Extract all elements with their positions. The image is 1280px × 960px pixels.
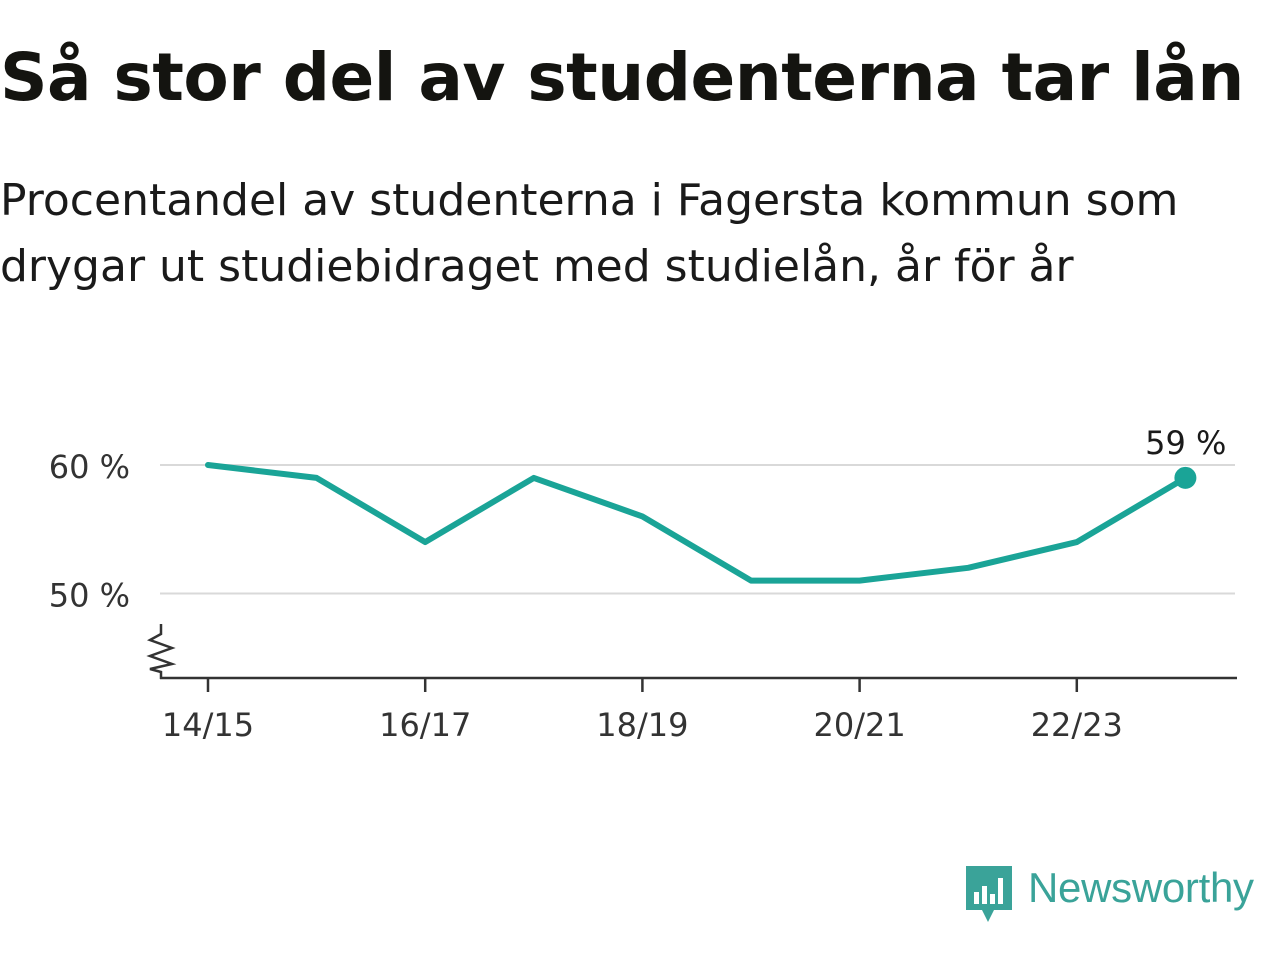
brand-name: Newsworthy <box>1028 864 1254 911</box>
gridlines <box>160 464 1235 595</box>
x-tick-label: 20/21 <box>813 706 905 744</box>
series-line <box>205 462 1189 584</box>
x-tick-label: 18/19 <box>596 706 688 744</box>
newsworthy-logo: Newsworthy <box>964 864 1254 926</box>
labels: 50 % 60 % 14/15 16/17 18/19 20/21 22/23 59 % <box>49 424 1227 744</box>
y-tick-label: 50 % <box>49 577 130 615</box>
series-layer <box>205 462 1197 584</box>
chart-title: Så stor del av studenterna tar lån <box>0 39 1244 116</box>
x-tick-label: 16/17 <box>379 706 471 744</box>
chart-subtitle: Procentandel av studenterna i Fagersta k… <box>0 175 1179 292</box>
y-axis-break <box>146 624 177 679</box>
x-tick-label: 14/15 <box>162 706 254 744</box>
end-point-marker <box>1174 466 1197 489</box>
end-value-label: 59 % <box>1145 424 1226 462</box>
newsworthy-logo-icon <box>966 866 1012 922</box>
axes <box>146 624 1237 692</box>
y-tick-label: 60 % <box>49 448 130 486</box>
x-tick-label: 22/23 <box>1031 706 1123 744</box>
